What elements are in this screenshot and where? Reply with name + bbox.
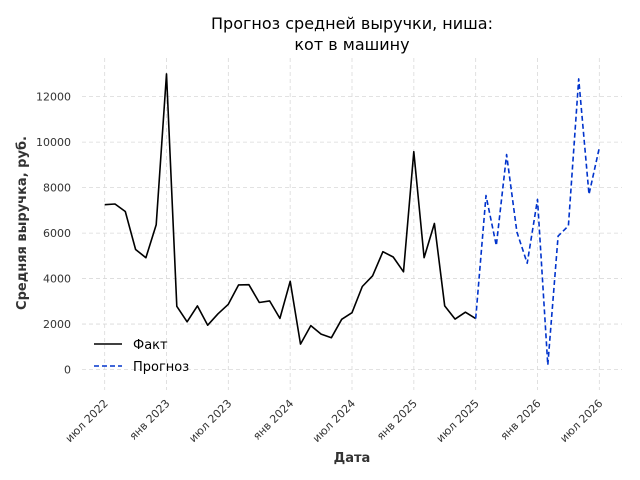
- legend: Факт Прогноз: [94, 338, 189, 375]
- y-axis-label: Средняя выручка, руб.: [15, 136, 30, 310]
- y-tick-label: 10000: [36, 136, 71, 149]
- y-tick-label: 4000: [43, 273, 71, 286]
- y-tick-label: 8000: [43, 182, 71, 195]
- series-line-fact: [104, 73, 477, 345]
- y-tick-label: 2000: [43, 318, 71, 331]
- x-tick-label: июл 2026: [557, 397, 605, 445]
- x-tick-label: июл 2024: [310, 397, 358, 445]
- chart-title-line2: кот в машину: [294, 35, 409, 54]
- x-tick-label: июл 2022: [63, 397, 111, 445]
- x-tick-label: янв 2025: [374, 397, 420, 443]
- x-axis-label: Дата: [334, 451, 371, 466]
- y-tick-label: 6000: [43, 227, 71, 240]
- series-lines: [104, 73, 601, 366]
- grid-lines: [82, 58, 622, 390]
- y-tick-label: 12000: [36, 91, 71, 104]
- x-tick-label: июл 2025: [434, 397, 482, 445]
- y-axis-ticks: 0 2000 4000 6000 8000 10000 12000: [36, 91, 71, 377]
- y-tick-label: 0: [64, 364, 71, 377]
- x-tick-label: янв 2026: [498, 397, 544, 443]
- chart-title-line1: Прогноз средней выручки, ниша:: [211, 14, 493, 33]
- series-line-forecast: [474, 78, 601, 366]
- legend-label-fact: Факт: [133, 338, 168, 353]
- x-tick-label: янв 2023: [127, 397, 173, 443]
- x-tick-label: янв 2024: [250, 397, 296, 443]
- x-axis-ticks: июл 2022 янв 2023 июл 2023 янв 2024 июл 2024…: [63, 397, 606, 445]
- x-tick-label: июл 2023: [186, 397, 234, 445]
- legend-label-forecast: Прогноз: [133, 360, 189, 375]
